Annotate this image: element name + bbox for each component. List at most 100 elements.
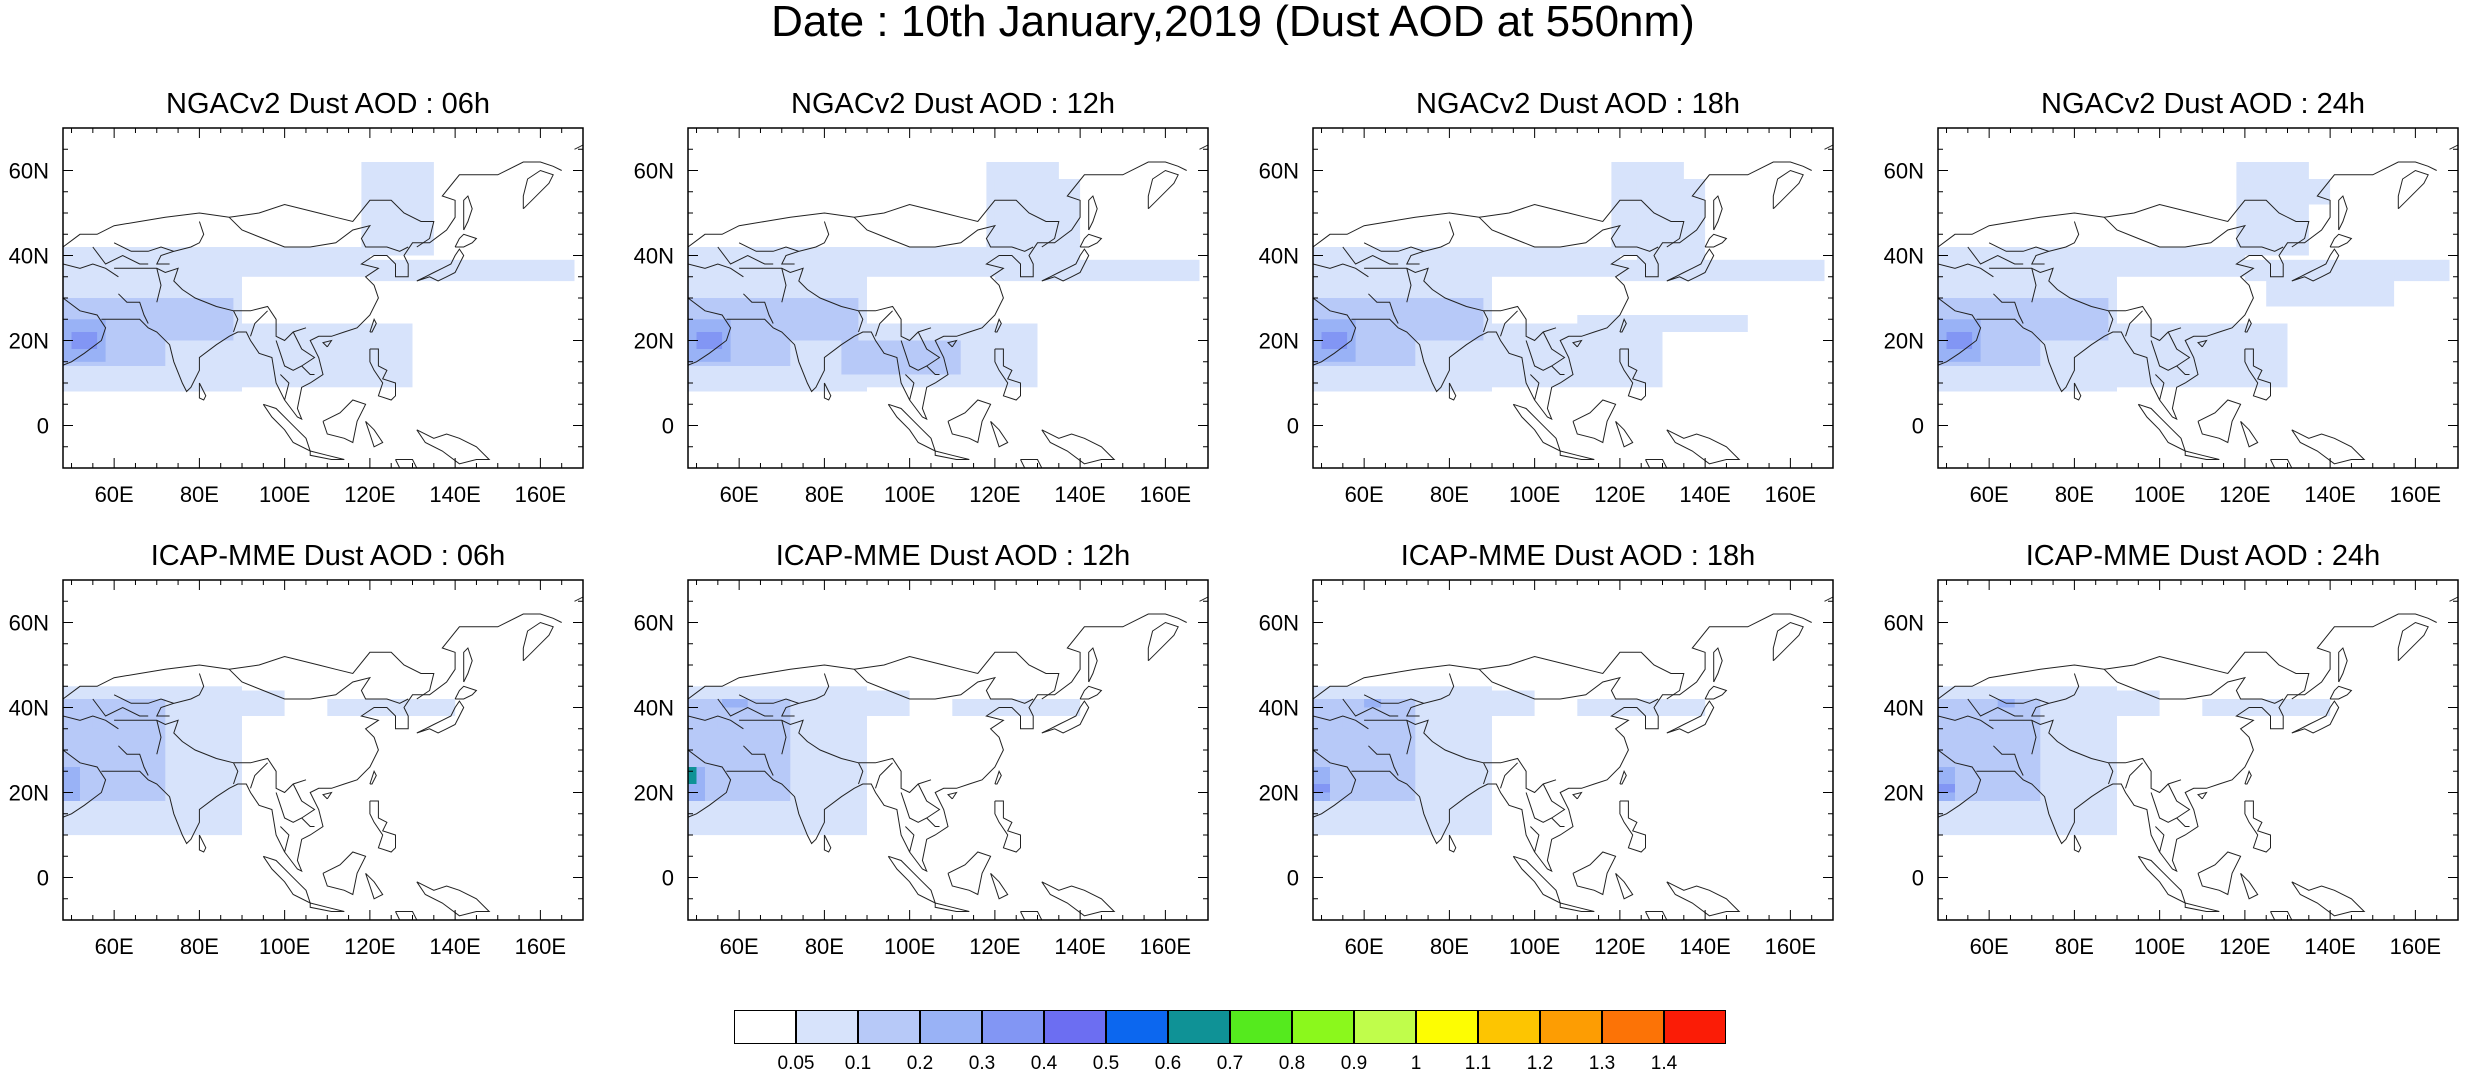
- lat-tick-label: 0: [662, 414, 674, 439]
- coastline: [1313, 263, 1369, 278]
- coastline: [1512, 403, 1562, 452]
- coastline: [155, 250, 174, 265]
- coastline: [113, 221, 205, 252]
- lon-tick-label: 60E: [720, 934, 759, 959]
- coastline: [63, 651, 435, 700]
- lon-tick-label: 160E: [515, 482, 566, 507]
- coastline: [1938, 199, 2310, 248]
- coastline: [574, 596, 583, 606]
- coastline: [1938, 749, 1982, 818]
- coastline: [905, 826, 915, 853]
- coastline: [738, 221, 830, 252]
- coastline: [2150, 331, 2191, 371]
- coastline: [994, 348, 1021, 401]
- coastline: [780, 250, 799, 265]
- coastline: [416, 248, 465, 282]
- coastline: [395, 911, 418, 920]
- panel-title: ICAP-MME Dust AOD : 18h: [1400, 540, 1756, 572]
- coastline: [2030, 702, 2049, 717]
- coastline: [1342, 246, 1399, 265]
- coastline: [522, 169, 554, 210]
- coastline: [1406, 268, 1412, 303]
- dust-aod-map: 60E 80E 100E 120E 140E 160E 60N 40N 20N 0: [634, 579, 1209, 959]
- aod-dust-patch: [1364, 699, 1382, 708]
- colorbar-swatch: [734, 1010, 796, 1044]
- lon-tick-label: 100E: [1509, 934, 1560, 959]
- aod-dust-patch: [92, 699, 149, 729]
- coastline: [1704, 233, 1728, 248]
- coastline: [1772, 621, 1804, 662]
- coastline: [1079, 233, 1103, 248]
- colorbar-label: 0.7: [1216, 1053, 1244, 1074]
- map-panel: ICAP-MME Dust AOD : 18h 60E 80E 100E 120E 140…: [1258, 540, 1898, 990]
- coastline: [1713, 647, 1723, 683]
- coastline: [92, 246, 149, 265]
- coastline: [1351, 161, 1812, 421]
- coastline: [2176, 365, 2190, 375]
- coastline: [1079, 685, 1103, 700]
- colorbar-label: 1.2: [1526, 1053, 1554, 1074]
- coastline: [887, 403, 937, 452]
- coastline: [2240, 420, 2259, 448]
- dust-aod-map: 60E 80E 100E 120E 140E 160E 60N 40N 20N 0: [634, 127, 1209, 507]
- colorbar-swatch: [920, 1010, 982, 1044]
- lat-tick-label: 0: [37, 414, 49, 439]
- coastline: [309, 450, 345, 460]
- coastline: [2240, 872, 2259, 900]
- coastline: [990, 872, 1009, 900]
- lon-tick-label: 120E: [969, 482, 1020, 507]
- coastline: [688, 199, 1060, 248]
- lon-tick-label: 80E: [2055, 482, 2094, 507]
- lat-tick-label: 20N: [634, 781, 674, 806]
- coastline: [1572, 399, 1617, 444]
- map-plot-area: [688, 144, 1208, 468]
- lat-tick-label: 60N: [634, 611, 674, 636]
- lon-tick-label: 80E: [2055, 934, 2094, 959]
- coastline: [1967, 698, 2024, 717]
- aod-dust-patch: [1313, 247, 1620, 277]
- coastline: [114, 719, 307, 794]
- coastline: [1615, 420, 1634, 448]
- dust-aod-map: 60E 80E 100E 120E 140E 160E 60N 40N 20N 0: [9, 127, 584, 507]
- coastline: [262, 855, 312, 904]
- coastline: [369, 770, 377, 785]
- lat-tick-label: 60N: [1884, 611, 1924, 636]
- lon-tick-label: 120E: [1594, 934, 1645, 959]
- lon-tick-label: 80E: [805, 934, 844, 959]
- aod-dust-patch: [994, 179, 1081, 264]
- aod-dust-patch: [63, 247, 370, 277]
- lon-tick-label: 120E: [1594, 482, 1645, 507]
- coastline: [2137, 403, 2187, 452]
- lon-tick-label: 100E: [1509, 482, 1560, 507]
- lon-tick-label: 140E: [1679, 934, 1730, 959]
- coastline: [934, 450, 970, 460]
- coastline: [934, 902, 970, 912]
- colorbar-swatch: [982, 1010, 1044, 1044]
- coastline: [900, 783, 941, 823]
- lon-tick-label: 80E: [180, 934, 219, 959]
- lat-tick-label: 20N: [9, 329, 49, 354]
- panel-title: ICAP-MME Dust AOD : 12h: [775, 540, 1131, 572]
- coastline: [2030, 250, 2049, 265]
- coastline: [416, 429, 491, 465]
- aod-dust-patch: [2117, 323, 2288, 388]
- coastline: [2197, 399, 2242, 444]
- coastline: [853, 216, 1034, 252]
- colorbar-label: 0.5: [1092, 1053, 1120, 1074]
- coastline: [1551, 365, 1565, 375]
- colorbar-label: 1.4: [1650, 1053, 1678, 1074]
- coastline: [1478, 668, 1659, 704]
- coastline: [2125, 762, 2143, 789]
- coastline: [1530, 826, 1540, 853]
- lon-tick-label: 60E: [1970, 482, 2009, 507]
- coastline: [113, 673, 205, 704]
- coastline: [1020, 459, 1043, 468]
- coastline: [1512, 855, 1562, 904]
- coastline: [463, 195, 473, 231]
- map-panel: ICAP-MME Dust AOD : 12h 60E 80E 100E 120E 140…: [633, 540, 1273, 990]
- map-panel: NGACv2 Dust AOD : 12h 60E 80E 100E 120E 140E 1…: [633, 88, 1273, 538]
- coastline: [1525, 331, 1566, 371]
- lon-tick-label: 120E: [344, 482, 395, 507]
- coastline: [2291, 429, 2366, 465]
- lon-tick-label: 120E: [2219, 482, 2270, 507]
